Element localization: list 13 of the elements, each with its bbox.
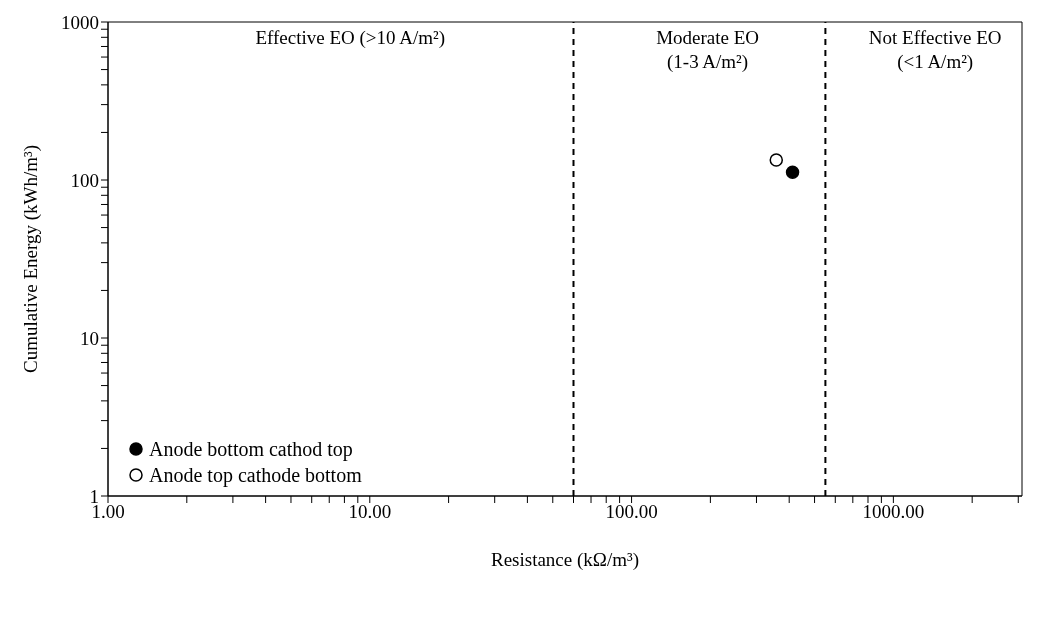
legend-label: Anode bottom cathod top	[149, 437, 353, 462]
legend-label: Anode top cathode bottom	[149, 463, 362, 488]
x-tick-label: 1000.00	[862, 501, 925, 523]
annotation: Effective EO (>10 A/m²)	[255, 27, 446, 49]
y-tick-label: 100	[70, 169, 99, 191]
y-tick-label: 10	[80, 327, 99, 349]
y-tick-label: 1000	[61, 11, 99, 33]
annotation: Moderate EO (1-3 A/m²)	[656, 27, 760, 73]
y-axis-title: Cumulative Energy (kWh/m³)	[19, 144, 42, 374]
x-axis-title: Resistance (kΩ/m³)	[490, 549, 640, 571]
x-tick-label: 100.00	[605, 501, 658, 523]
x-tick-label: 10.00	[348, 501, 392, 523]
annotation: Not Effective EO (<1 A/m²)	[868, 27, 1002, 73]
